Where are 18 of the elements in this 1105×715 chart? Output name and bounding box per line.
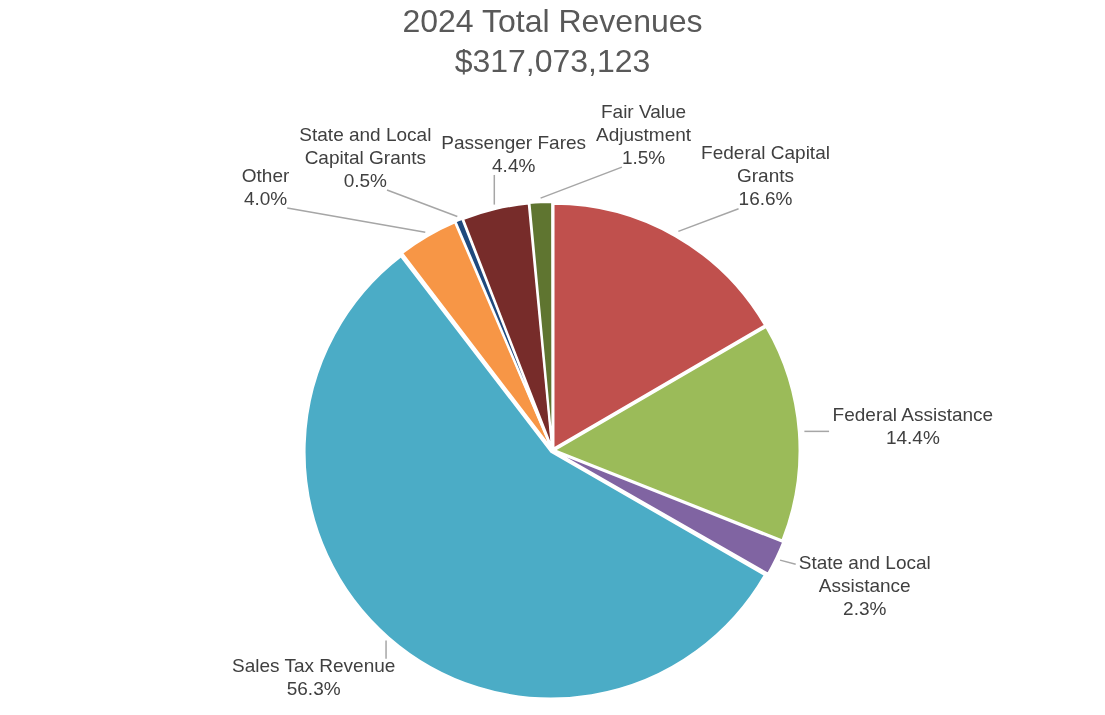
data-label: 4.4% <box>492 154 536 176</box>
slice-label: Passenger Fares <box>441 131 587 153</box>
slice-label: Federal Assistance <box>832 404 994 426</box>
slice-label: Other <box>241 164 290 186</box>
slice-label: Sales Tax Revenue <box>231 655 396 677</box>
data-label: 56.3% <box>286 678 341 700</box>
data-label: 14.4% <box>885 427 940 449</box>
data-label: 1.5% <box>621 146 666 168</box>
slice-label: Federal Capital Grants <box>701 142 830 187</box>
data-label: 16.6% <box>738 188 793 210</box>
slice-label: State and Local Assistance <box>798 552 931 597</box>
chart-title: 2024 Total Revenues <box>402 3 703 40</box>
data-label: 0.5% <box>343 169 388 191</box>
slice-label: State and Local Capital Grants <box>299 123 432 168</box>
data-label: 4.0% <box>243 187 288 209</box>
chart-subtitle: $317,073,123 <box>454 43 651 80</box>
data-label: 2.3% <box>843 598 887 620</box>
slice-label: Fair Value Adjustment <box>596 100 692 145</box>
